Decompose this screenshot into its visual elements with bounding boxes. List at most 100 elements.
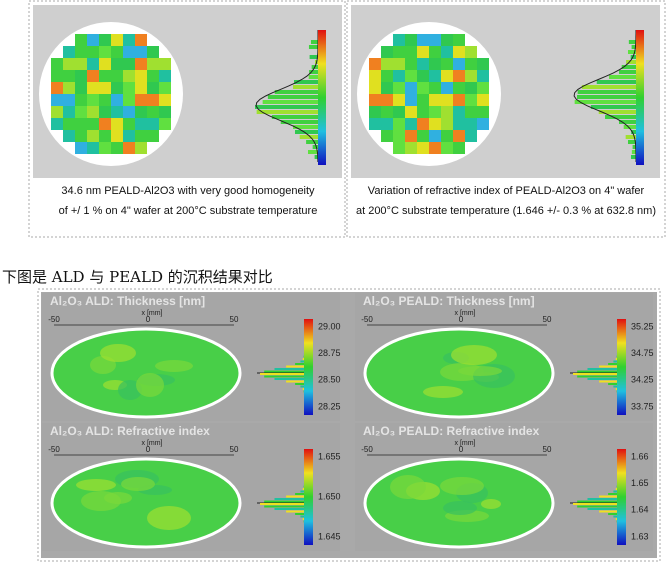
scale-label: 1.66 xyxy=(631,451,649,461)
histogram-bar xyxy=(632,145,636,149)
map-cell xyxy=(135,58,147,70)
histogram-bar xyxy=(300,360,304,363)
map-cell xyxy=(135,106,147,118)
map-cell xyxy=(99,34,111,46)
histogram-bar xyxy=(615,488,617,490)
map-cell xyxy=(405,46,417,58)
map-patch xyxy=(481,499,501,509)
map-cell xyxy=(465,58,477,70)
fit-curve xyxy=(255,30,319,163)
map-cell xyxy=(75,46,87,58)
map-patch xyxy=(147,506,191,530)
map-cell xyxy=(393,118,405,130)
map-cell xyxy=(51,106,63,118)
map-cell xyxy=(453,82,465,94)
color-scale xyxy=(318,30,326,165)
histogram-bar xyxy=(314,155,318,159)
map-cell xyxy=(417,94,429,106)
map-cell xyxy=(111,94,123,106)
caption: at 200°C substrate temperature (1.646 +/… xyxy=(356,205,656,217)
map-cell xyxy=(63,58,75,70)
map-patch xyxy=(451,345,497,365)
map-cell xyxy=(405,106,417,118)
map-cell xyxy=(477,70,489,82)
map-cell xyxy=(417,82,429,94)
histogram-bar xyxy=(295,513,304,515)
map-cell xyxy=(99,46,111,58)
map-cell xyxy=(135,82,147,94)
histogram-bar xyxy=(264,505,304,508)
map-cell xyxy=(111,106,123,118)
map-cell xyxy=(441,58,453,70)
map-cell xyxy=(111,142,123,154)
map-cell xyxy=(429,106,441,118)
map-cell xyxy=(135,94,147,106)
x-axis-label: x [mm] xyxy=(455,440,476,447)
map-cell xyxy=(111,46,123,58)
histogram-bar xyxy=(286,495,304,498)
map-cell xyxy=(381,70,393,82)
map-cell xyxy=(87,130,99,142)
map-cell xyxy=(429,118,441,130)
map-cell xyxy=(381,94,393,106)
map-cell xyxy=(147,70,159,82)
x-axis-label: x [mm] xyxy=(142,440,163,447)
map-cell xyxy=(135,130,147,142)
histogram-bar xyxy=(577,505,617,508)
histogram-bar xyxy=(300,385,304,388)
map-cell xyxy=(99,130,111,142)
map-cell xyxy=(63,46,75,58)
map-cell xyxy=(429,58,441,70)
map-cell xyxy=(441,106,453,118)
map-cell xyxy=(369,94,381,106)
map-cell xyxy=(405,70,417,82)
map-cell xyxy=(453,58,465,70)
map-cell xyxy=(417,34,429,46)
histogram-bar xyxy=(609,75,636,79)
map-cell xyxy=(135,46,147,58)
scale-label: 29.00 xyxy=(318,321,341,331)
histogram-bar xyxy=(631,150,636,154)
map-cell xyxy=(123,94,135,106)
map-cell xyxy=(405,34,417,46)
histogram-bar xyxy=(262,100,318,104)
map-cell xyxy=(87,82,99,94)
histogram-bar xyxy=(573,503,617,505)
map-cell xyxy=(477,118,489,130)
panel-frame xyxy=(346,0,666,238)
map-cell xyxy=(99,58,111,70)
histogram-bar xyxy=(274,378,304,380)
map-cell xyxy=(393,106,405,118)
map-cell xyxy=(75,70,87,82)
histogram-bar xyxy=(613,360,617,363)
x-axis-label: x [mm] xyxy=(455,310,476,317)
map-cell xyxy=(99,106,111,118)
map-cell xyxy=(405,118,417,130)
histogram-bar xyxy=(631,45,636,49)
histogram-bar xyxy=(573,373,617,375)
map-cell xyxy=(75,118,87,130)
map-cell xyxy=(111,34,123,46)
map-cell xyxy=(453,142,465,154)
histogram-bar xyxy=(577,90,636,94)
histogram-bar xyxy=(260,503,304,505)
histogram-bar xyxy=(309,55,318,59)
scale-label: 1.65 xyxy=(631,478,649,488)
histogram-bar xyxy=(608,493,617,495)
map-cell xyxy=(123,130,135,142)
map-cell xyxy=(87,58,99,70)
map-patch xyxy=(155,360,193,372)
map-cell xyxy=(75,58,87,70)
histogram-bar xyxy=(271,115,318,119)
map-cell xyxy=(441,118,453,130)
caption: Variation of refractive index of PEALD-A… xyxy=(368,185,645,197)
map-cell xyxy=(123,118,135,130)
map-cell xyxy=(441,34,453,46)
histogram-bar xyxy=(293,125,318,129)
map-cell xyxy=(477,82,489,94)
map-patch xyxy=(390,475,426,499)
histogram-bar xyxy=(577,375,617,378)
map-cell xyxy=(123,34,135,46)
map-cell xyxy=(417,130,429,142)
histogram-bar xyxy=(308,75,318,79)
